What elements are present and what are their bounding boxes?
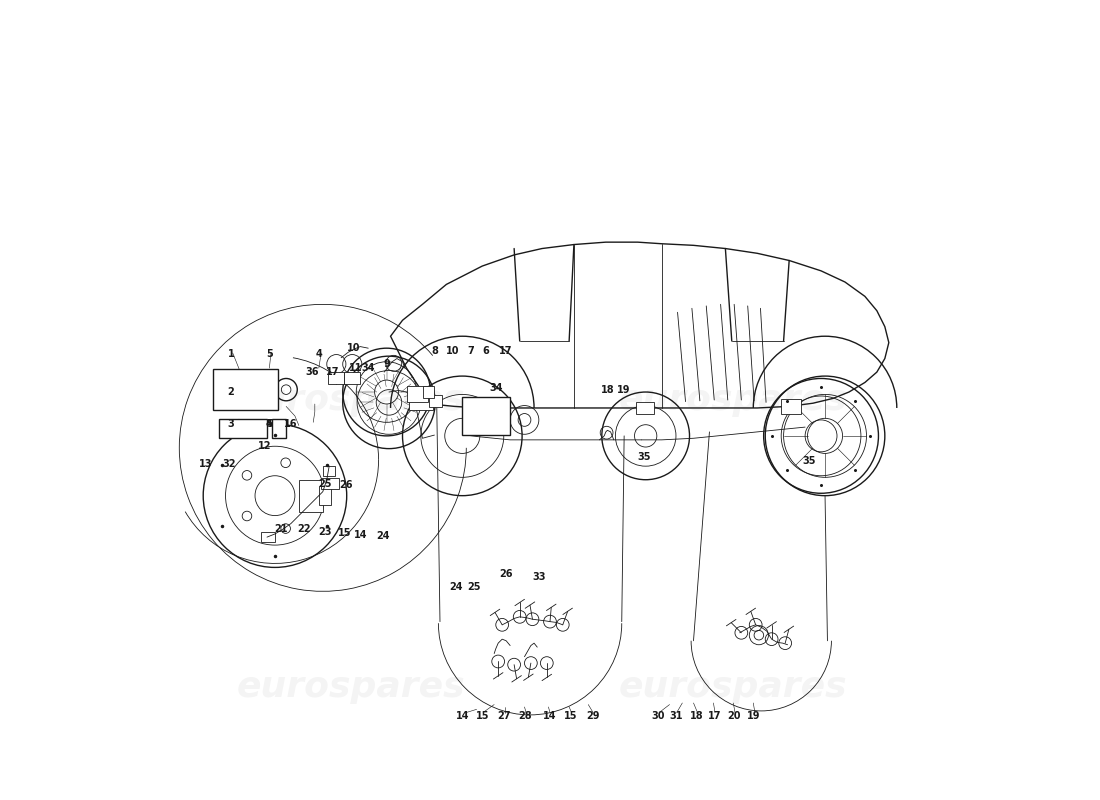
FancyBboxPatch shape <box>212 369 278 410</box>
Text: 8: 8 <box>431 346 438 356</box>
Text: 15: 15 <box>564 711 578 722</box>
Text: 18: 18 <box>690 711 704 722</box>
Text: eurospares: eurospares <box>236 670 465 704</box>
Text: 7: 7 <box>466 346 474 356</box>
Text: 36: 36 <box>306 367 319 377</box>
Text: 14: 14 <box>543 711 557 722</box>
FancyBboxPatch shape <box>321 478 339 490</box>
Text: 29: 29 <box>586 711 600 722</box>
FancyBboxPatch shape <box>319 486 331 506</box>
Text: 26: 26 <box>339 479 353 490</box>
Text: 2: 2 <box>228 387 234 397</box>
Text: 14: 14 <box>455 711 469 722</box>
FancyBboxPatch shape <box>424 386 434 398</box>
Text: 27: 27 <box>497 711 510 722</box>
FancyBboxPatch shape <box>407 386 428 402</box>
Text: 1: 1 <box>228 349 234 358</box>
Text: 21: 21 <box>275 524 288 534</box>
FancyBboxPatch shape <box>409 393 432 410</box>
FancyBboxPatch shape <box>299 480 322 512</box>
Text: 17: 17 <box>707 711 721 722</box>
Text: eurospares: eurospares <box>619 383 848 417</box>
Text: 19: 19 <box>747 711 761 722</box>
Text: 4: 4 <box>316 349 322 358</box>
Text: 28: 28 <box>518 711 532 722</box>
FancyBboxPatch shape <box>329 372 344 384</box>
FancyBboxPatch shape <box>272 419 286 438</box>
Text: 34: 34 <box>490 383 504 393</box>
Text: 34: 34 <box>362 363 375 373</box>
Text: 35: 35 <box>637 452 651 462</box>
Text: 10: 10 <box>348 343 361 353</box>
Text: 17: 17 <box>499 346 513 356</box>
Text: 26: 26 <box>499 569 513 578</box>
Text: 12: 12 <box>257 442 272 451</box>
Text: 13: 13 <box>199 458 212 469</box>
Text: 3: 3 <box>228 419 234 429</box>
Text: 5: 5 <box>266 419 273 429</box>
FancyBboxPatch shape <box>636 402 653 414</box>
Text: 25: 25 <box>318 478 332 489</box>
Text: 31: 31 <box>669 711 683 722</box>
Text: 22: 22 <box>298 524 311 534</box>
Text: 10: 10 <box>446 346 460 356</box>
Text: 35: 35 <box>802 455 816 466</box>
Text: 18: 18 <box>601 386 614 395</box>
Text: 24: 24 <box>376 531 389 542</box>
Text: 20: 20 <box>727 711 741 722</box>
Text: 17: 17 <box>327 367 340 377</box>
Text: 16: 16 <box>284 419 298 429</box>
Text: 14: 14 <box>354 530 367 540</box>
Text: 9: 9 <box>383 359 389 369</box>
Text: 30: 30 <box>651 711 664 722</box>
Text: 15: 15 <box>338 528 351 538</box>
Text: eurospares: eurospares <box>619 670 848 704</box>
Text: 25: 25 <box>468 582 481 592</box>
Text: 33: 33 <box>532 572 546 582</box>
FancyBboxPatch shape <box>261 532 275 542</box>
FancyBboxPatch shape <box>781 399 801 414</box>
Text: 11: 11 <box>349 363 362 373</box>
Text: 6: 6 <box>483 346 490 356</box>
Text: 19: 19 <box>617 386 631 395</box>
Text: 32: 32 <box>223 458 236 469</box>
Text: 24: 24 <box>449 582 463 592</box>
FancyBboxPatch shape <box>429 395 441 407</box>
FancyBboxPatch shape <box>462 397 510 435</box>
FancyBboxPatch shape <box>219 419 267 438</box>
Text: 5: 5 <box>266 349 273 358</box>
Text: 4: 4 <box>266 419 273 429</box>
FancyBboxPatch shape <box>344 372 361 384</box>
Text: 15: 15 <box>475 711 490 722</box>
Text: 23: 23 <box>318 526 332 537</box>
Text: eurospares: eurospares <box>236 383 465 417</box>
FancyBboxPatch shape <box>322 466 334 476</box>
